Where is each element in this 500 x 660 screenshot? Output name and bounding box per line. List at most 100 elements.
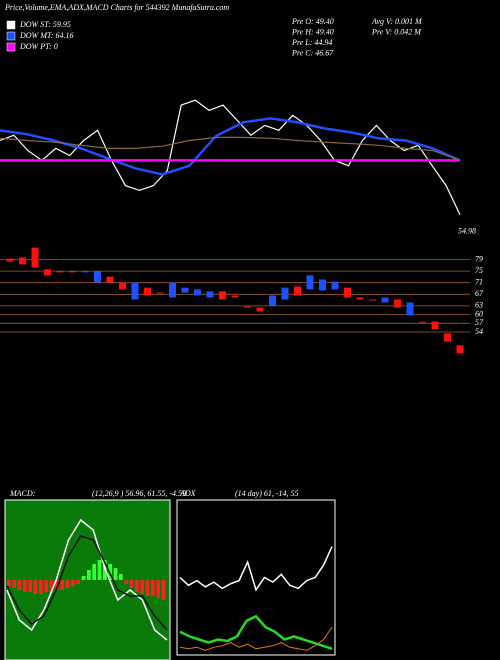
y-tick-label: 71 xyxy=(475,278,483,287)
histogram-bar xyxy=(33,580,38,594)
candle xyxy=(69,271,76,273)
histogram-bar xyxy=(108,564,113,580)
candle xyxy=(406,302,414,316)
candle xyxy=(356,297,364,300)
candle xyxy=(381,297,389,303)
panel-title: ADX xyxy=(179,489,197,498)
panel-subtitle: (14 day) 61, -14, 55 xyxy=(235,489,299,498)
histogram-bar xyxy=(161,580,166,600)
histogram-bar xyxy=(140,580,145,594)
candle xyxy=(6,258,14,262)
candle xyxy=(194,289,201,296)
legend-label: DOW PT: 0 xyxy=(19,42,58,51)
candle xyxy=(306,275,314,290)
histogram-bar xyxy=(12,580,17,588)
histogram-bar xyxy=(92,564,97,580)
histogram-bar xyxy=(17,580,22,590)
candle xyxy=(331,281,339,290)
data-label: 54.98 xyxy=(458,227,476,236)
candle xyxy=(369,299,376,301)
series-line xyxy=(0,117,461,176)
histogram-bar xyxy=(23,580,27,592)
y-tick-label: 63 xyxy=(475,301,483,310)
histogram-bar xyxy=(119,574,123,580)
candle xyxy=(431,321,439,330)
legend-swatch xyxy=(6,20,16,30)
y-tick-label: 60 xyxy=(475,309,483,318)
candle xyxy=(344,287,351,298)
candle xyxy=(269,295,276,306)
candle xyxy=(106,276,114,283)
series-line xyxy=(6,535,168,631)
candle xyxy=(156,292,164,294)
annotation: Pre O: 49.40 xyxy=(291,17,334,26)
y-tick-label: 54 xyxy=(475,327,483,336)
series-line xyxy=(6,518,168,641)
annotation: Avg V: 0.001 M xyxy=(371,17,423,26)
candle xyxy=(131,282,139,300)
histogram-bar xyxy=(55,580,59,590)
series-line xyxy=(179,614,333,650)
legend-label: DOW ST: 59.95 xyxy=(19,20,71,29)
candle xyxy=(281,287,289,300)
candle xyxy=(144,287,151,296)
candle xyxy=(294,286,301,296)
candle xyxy=(231,295,239,298)
histogram-bar xyxy=(145,580,150,596)
histogram-bar xyxy=(49,580,54,592)
page-title: Price,Volume,EMA,ADX,MACD Charts for 544… xyxy=(4,3,229,12)
y-tick-label: 67 xyxy=(475,289,484,298)
annotation: Pre H: 49.40 xyxy=(291,27,334,36)
y-tick-label: 79 xyxy=(475,254,483,263)
panel-subtitle: (12,26,9 ) 56.96, 61.55, -4.59 xyxy=(92,489,186,498)
histogram-bar xyxy=(65,580,70,588)
candle xyxy=(119,282,126,290)
histogram-bar xyxy=(76,580,81,584)
histogram-bar xyxy=(97,560,102,580)
candle xyxy=(394,299,401,308)
annotation: Pre L: 44.94 xyxy=(291,38,332,47)
candle xyxy=(31,247,39,268)
series-line xyxy=(179,546,333,592)
histogram-bar xyxy=(7,580,11,586)
candle xyxy=(81,271,89,273)
panel xyxy=(176,499,336,656)
candle xyxy=(219,291,226,300)
candle xyxy=(44,269,51,276)
histogram-bar xyxy=(60,580,65,590)
histogram-bar xyxy=(135,580,139,592)
candle xyxy=(94,271,101,283)
histogram-bar xyxy=(87,570,91,580)
candle xyxy=(56,271,64,273)
candle xyxy=(256,307,264,312)
annotation: Pre V: 0.042 M xyxy=(371,27,422,36)
legend-label: DOW MT: 64.16 xyxy=(19,31,74,40)
series-line xyxy=(179,626,333,651)
candle xyxy=(444,333,451,342)
histogram-bar xyxy=(156,580,161,598)
series-line xyxy=(0,136,461,161)
candle xyxy=(206,291,214,298)
legend-swatch xyxy=(6,31,16,41)
y-tick-label: 75 xyxy=(475,266,483,275)
legend-swatch xyxy=(6,42,16,52)
histogram-bar xyxy=(39,580,43,594)
panel-title: MACD: xyxy=(9,489,36,498)
candle xyxy=(19,257,26,265)
candle xyxy=(456,345,464,354)
histogram-bar xyxy=(81,576,86,580)
candle xyxy=(181,287,189,293)
candle xyxy=(169,282,176,298)
candle xyxy=(319,279,326,291)
histogram-bar xyxy=(113,568,118,580)
candle xyxy=(244,306,251,308)
histogram-bar xyxy=(28,580,33,592)
histogram-bar xyxy=(129,580,134,588)
histogram-bar xyxy=(44,580,49,592)
histogram-bar xyxy=(71,580,75,586)
candle xyxy=(419,321,426,323)
y-tick-label: 57 xyxy=(475,318,484,327)
histogram-bar xyxy=(151,580,155,596)
annotation: Pre C: 46.67 xyxy=(291,48,334,57)
